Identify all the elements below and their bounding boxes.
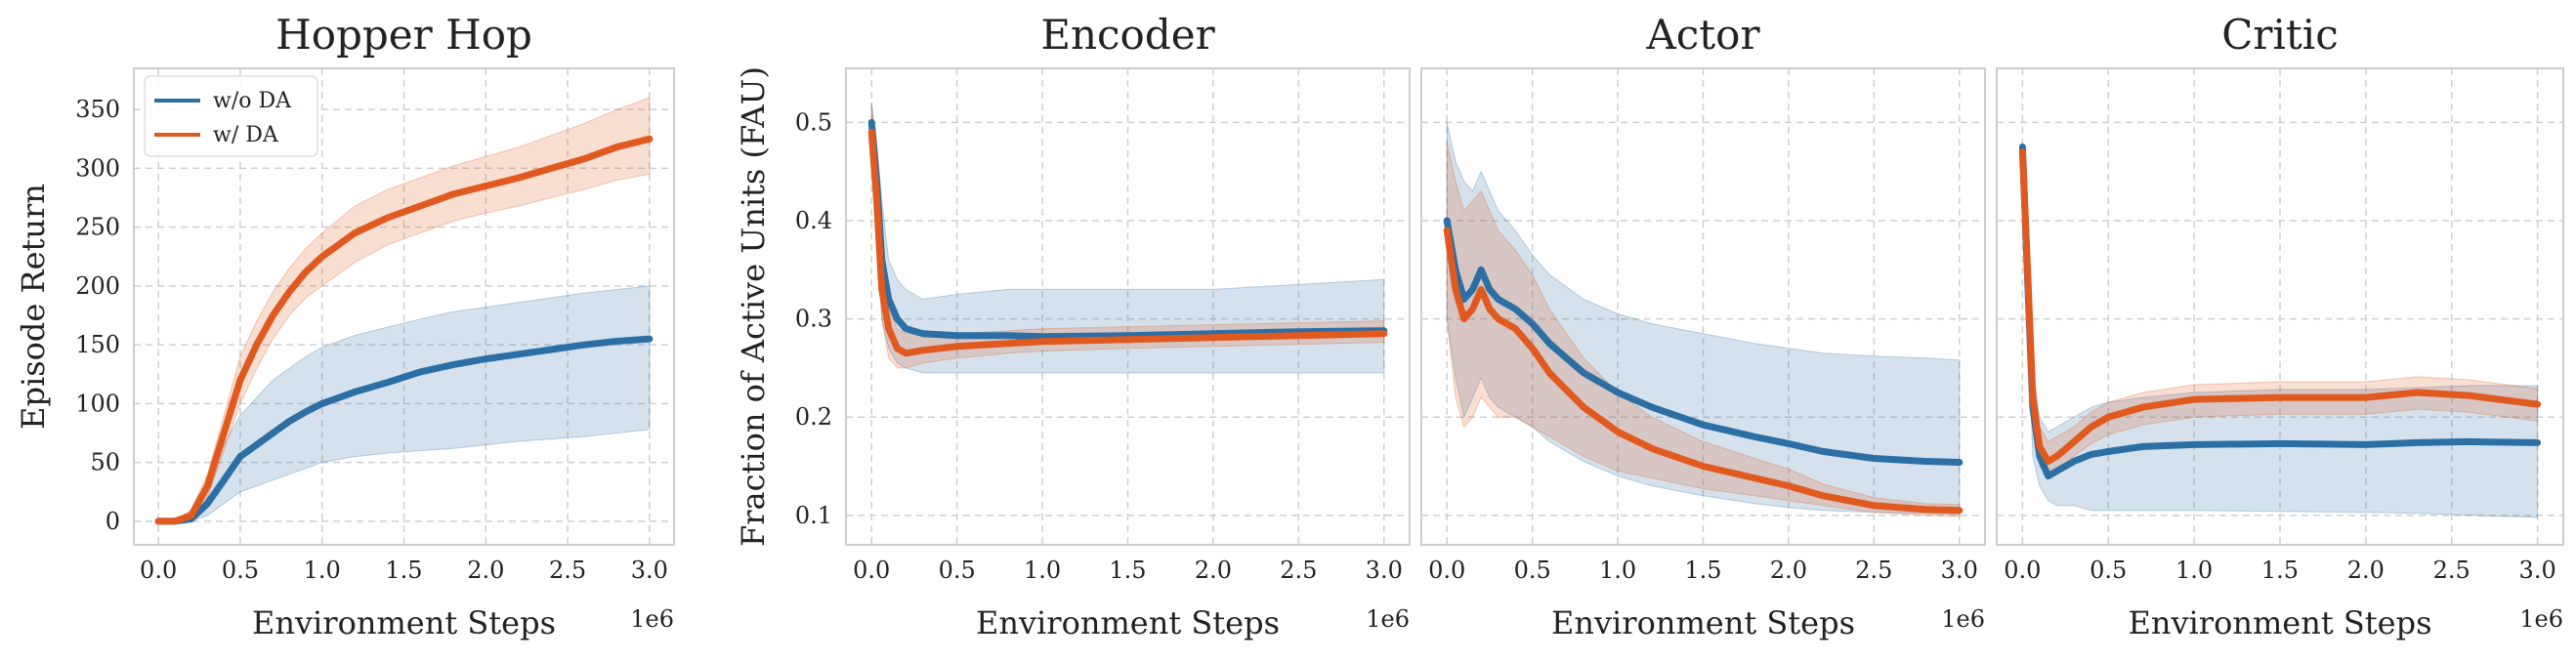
chart-title: Actor [1645, 11, 1760, 59]
series-1-band [1446, 142, 1961, 517]
x-tick-label: 2.0 [1195, 557, 1232, 584]
series-0-band [2021, 142, 2539, 518]
legend-entry-1: w/ DA [213, 123, 279, 147]
series-0-line [1443, 217, 1964, 466]
series-1-line [2018, 148, 2542, 465]
y-tick-label: 0.1 [795, 502, 832, 529]
legend-entry-0: w/o DA [213, 89, 292, 113]
x-tick-label: 2.5 [1280, 557, 1317, 584]
y-tick-label: 0.2 [795, 403, 832, 431]
x-tick-label: 0.0 [140, 557, 177, 584]
x-tick-label: 0.5 [1514, 557, 1551, 584]
x-tick-label: 0.5 [2090, 557, 2127, 584]
chart-title: Hopper Hop [275, 11, 532, 59]
x-tick-label: 1.0 [1024, 557, 1061, 584]
x-tick-label: 1.5 [2261, 557, 2299, 584]
chart-panel-0: 0.0 0.5 1.0 1.5 2.0 2.5 3.0 0 50 100 150 200 250 300 3… [15, 11, 675, 641]
chart-title: Critic [2221, 11, 2338, 59]
y-tick-label: 350 [75, 96, 120, 123]
x-tick-label: 1.5 [1684, 557, 1721, 584]
x-tick-label: 0.0 [853, 557, 890, 584]
chart-title: Encoder [1040, 11, 1215, 59]
x-tick-label: 2.0 [467, 557, 504, 584]
x-axis-multiplier: 1e6 [1366, 605, 1410, 633]
x-tick-label: 0.5 [222, 557, 259, 584]
series-1-band [870, 103, 1385, 369]
y-axis-label: Episode Return [15, 184, 52, 430]
series-0-line [154, 335, 654, 525]
x-tick-label: 0.0 [1428, 557, 1465, 584]
y-tick-label: 200 [75, 272, 120, 300]
series-0-band [870, 103, 1385, 374]
x-tick-label: 3.0 [1941, 557, 1978, 584]
chart-panel-3: 0.0 0.5 1.0 1.5 2.0 2.5 3.0 Critic Environment S… [1996, 11, 2564, 641]
axes-frame [1420, 67, 1986, 546]
y-axis-label: Fraction of Active Units (FAU) [735, 66, 772, 547]
x-axis-multiplier: 1e6 [2519, 605, 2563, 633]
y-tick-label: 0.4 [795, 207, 832, 234]
y-tick-label: 0.3 [795, 306, 832, 333]
axes-frame [1996, 67, 2564, 546]
x-tick-label: 3.0 [1366, 557, 1403, 584]
series-1-line [154, 135, 654, 525]
y-tick-label: 0.5 [795, 108, 832, 136]
x-axis-multiplier: 1e6 [1941, 605, 1985, 633]
x-tick-label: 2.5 [2433, 557, 2470, 584]
legend: w/o DA w/ DA [144, 75, 318, 157]
x-tick-label: 0.0 [2004, 557, 2041, 584]
x-tick-label: 3.0 [2519, 557, 2556, 584]
y-tick-label: 150 [75, 331, 120, 358]
x-tick-label: 1.5 [385, 557, 422, 584]
x-tick-label: 2.5 [549, 557, 586, 584]
x-axis-label: Environment Steps [1551, 604, 1855, 641]
x-tick-label: 1.5 [1109, 557, 1146, 584]
x-axis-multiplier: 1e6 [630, 605, 674, 633]
y-tick-label: 250 [75, 214, 120, 241]
y-tick-label: 0 [106, 508, 120, 535]
x-tick-label: 1.0 [304, 557, 341, 584]
x-tick-label: 1.0 [1599, 557, 1636, 584]
series-1-line [1443, 227, 1964, 515]
x-axis-label: Environment Steps [252, 604, 556, 641]
x-tick-label: 0.5 [939, 557, 976, 584]
chart-panel-2: 0.0 0.5 1.0 1.5 2.0 2.5 3.0 Actor Environment St… [1420, 11, 1986, 641]
axes-frame [133, 67, 675, 546]
x-tick-label: 2.0 [2347, 557, 2385, 584]
x-axis-label: Environment Steps [976, 604, 1280, 641]
x-axis-label: Environment Steps [2129, 604, 2432, 641]
x-tick-label: 2.5 [1855, 557, 1892, 584]
x-tick-label: 1.0 [2175, 557, 2213, 584]
chart-panel-1: 0.0 0.5 1.0 1.5 2.0 2.5 3.0 0.1 0.2 0.3 0.4 0.5 Enco… [735, 11, 1411, 641]
series-0-band [158, 285, 651, 522]
axes-frame [845, 67, 1411, 546]
x-tick-label: 2.0 [1770, 557, 1807, 584]
y-tick-label: 100 [75, 390, 120, 417]
y-tick-label: 300 [75, 154, 120, 182]
series-0-band [1446, 122, 1961, 516]
series-1-line [867, 128, 1388, 357]
y-tick-label: 50 [90, 449, 120, 476]
x-tick-label: 3.0 [631, 557, 668, 584]
